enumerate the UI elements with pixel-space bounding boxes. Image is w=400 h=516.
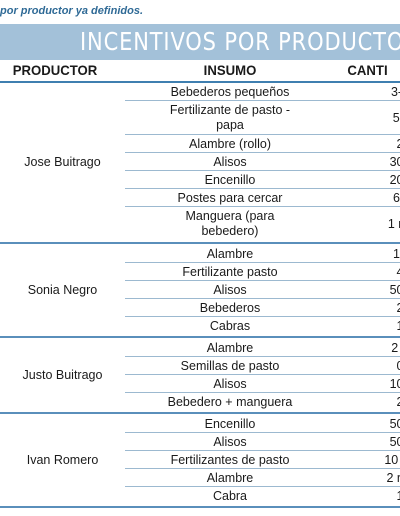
cantidad-cell: 2 [396, 136, 400, 151]
table-row: Alambre 10 [125, 245, 400, 263]
insumo-cell: Alambre [206, 246, 254, 261]
table-row: Fertilizante pasto 4 [125, 263, 400, 281]
table-row: Bebederos 2 [125, 299, 400, 317]
insumo-cell: Bebederos [199, 300, 261, 315]
table-row: Cabras 1 [125, 317, 400, 335]
title-banner: INCENTIVOS POR PRODUCTOR [0, 24, 400, 60]
insumo-cell: Alambre (rollo) [189, 136, 271, 151]
table-row: Bebederos pequeños 3-4 [125, 83, 400, 101]
insumo-cell: Alisos [213, 282, 247, 297]
insumo-cell: Postes para cercar [177, 190, 283, 205]
row-divider [125, 134, 400, 135]
group-divider [0, 506, 400, 508]
row-divider [125, 450, 400, 451]
insumo-cell: Encenillo [204, 172, 256, 187]
productor-cell: Sonia Negro [27, 283, 98, 297]
cantidad-cell: 10 bu [384, 452, 400, 467]
cantidad-cell: 0 [396, 358, 400, 373]
page-title: INCENTIVOS POR PRODUCTOR [80, 27, 400, 56]
cantidad-cell: 2 – [391, 340, 400, 355]
table-row: Encenillo 200 [125, 171, 400, 189]
table-row: Bebedero + manguera 2 [125, 393, 400, 411]
header-productor: PRODUCTOR [12, 62, 98, 78]
table-row: Alambre 2 roll [125, 469, 400, 487]
table-row: Semillas de pasto 0 [125, 357, 400, 375]
insumo-cell: Fertilizantes de pasto [170, 452, 290, 467]
insumo-cell: Semillas de pasto [180, 358, 280, 373]
table-row: Alisos 300 [125, 153, 400, 171]
header-insumo: INSUMO [203, 62, 257, 78]
row-divider [125, 262, 400, 263]
cantidad-cell: 500 [389, 416, 400, 431]
row-divider [125, 486, 400, 487]
insumo-cell: Manguera (para bebedero) [185, 209, 275, 238]
row-divider [125, 316, 400, 317]
caption-text: por productor ya definidos. [0, 5, 144, 17]
cantidad-cell: 2 [396, 394, 400, 409]
cantidad-cell: 1 [396, 318, 400, 333]
cantidad-cell: 60 [393, 190, 400, 205]
table-row: Fertilizantes de pasto 10 bu [125, 451, 400, 469]
insumo-cell: Alisos [213, 154, 247, 169]
cantidad-cell: 200 [389, 172, 400, 187]
incentives-table: Bebederos pequeños 3-4 Fertilizante de pas… [0, 83, 400, 508]
cantidad-cell: 1 rol [387, 216, 400, 231]
insumo-cell: Cabra [212, 488, 248, 503]
insumo-cell: Bebedero + manguera [167, 394, 293, 409]
row-divider [125, 432, 400, 433]
row-divider [125, 298, 400, 299]
row-divider [125, 280, 400, 281]
header-divider [0, 81, 400, 83]
group-divider [0, 336, 400, 338]
cantidad-cell: 1 [396, 488, 400, 503]
insumo-cell: Fertilizante pasto [182, 264, 278, 279]
cantidad-cell: 2 [396, 300, 400, 315]
table-row: Cabra 1 [125, 487, 400, 505]
row-divider [125, 392, 400, 393]
table-row: Alambre (rollo) 2 [125, 135, 400, 153]
cantidad-cell: 10 [393, 246, 400, 261]
cantidad-cell: 3-4 [390, 84, 400, 99]
row-divider [125, 468, 400, 469]
row-divider [125, 152, 400, 153]
table-row: Alisos 500 [125, 433, 400, 451]
insumo-cell: Cabras [209, 318, 251, 333]
cantidad-cell: 105 [389, 376, 400, 391]
insumo-cell: Alambre [206, 340, 254, 355]
insumo-cell: Alisos [213, 434, 247, 449]
cantidad-cell: 500 [389, 434, 400, 449]
table-row: Alisos 105 [125, 375, 400, 393]
table-row: Alambre 2 – [125, 339, 400, 357]
row-divider [125, 188, 400, 189]
row-divider [125, 170, 400, 171]
insumo-cell: Bebederos pequeños [170, 84, 290, 99]
table-row: Fertilizante de pasto -papa 5 - [125, 101, 400, 135]
cantidad-cell: 300 [389, 154, 400, 169]
cantidad-cell: 500 [389, 282, 400, 297]
productor-cell: Ivan Romero [26, 453, 99, 467]
insumo-cell: Fertilizante de pasto - papa [169, 103, 291, 132]
cantidad-cell: 4 [396, 264, 400, 279]
row-divider [125, 206, 400, 207]
table-row: Alisos 500 [125, 281, 400, 299]
cantidad-cell: 2 roll [386, 470, 400, 485]
group-divider [0, 412, 400, 414]
table-row: Postes para cercar 60 [125, 189, 400, 207]
row-divider [125, 356, 400, 357]
row-divider [125, 100, 400, 101]
productor-cell: Jose Buitrago [24, 155, 101, 169]
productor-cell: Justo Buitrago [22, 368, 103, 382]
cantidad-cell: 5 - [392, 110, 400, 125]
insumo-cell: Alisos [213, 376, 247, 391]
header-cantidad: CANTI [347, 62, 388, 78]
group-divider [0, 242, 400, 244]
row-divider [125, 374, 400, 375]
table-row: Encenillo 500 [125, 415, 400, 433]
insumo-cell: Encenillo [204, 416, 256, 431]
insumo-cell: Alambre [206, 470, 254, 485]
